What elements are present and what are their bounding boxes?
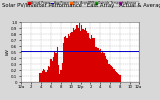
Bar <box>55 53 57 82</box>
Bar <box>47 70 48 82</box>
Bar <box>69 36 70 82</box>
Bar <box>80 31 81 82</box>
Bar <box>107 60 108 82</box>
Bar <box>90 39 91 82</box>
Bar <box>45 72 47 82</box>
Bar <box>73 28 74 82</box>
Bar <box>43 69 44 82</box>
Bar <box>89 38 90 82</box>
Bar <box>44 70 45 82</box>
Bar <box>96 47 97 82</box>
Bar <box>117 73 118 82</box>
Bar <box>101 53 102 82</box>
Bar <box>91 34 92 82</box>
Bar <box>48 66 49 82</box>
Bar <box>120 75 121 82</box>
Bar <box>70 32 71 82</box>
Bar <box>113 69 115 82</box>
Bar <box>86 31 87 82</box>
Bar <box>68 34 69 82</box>
Bar <box>81 25 82 82</box>
Bar <box>79 23 80 82</box>
Bar <box>65 36 66 82</box>
Y-axis label: kW: kW <box>6 49 10 55</box>
Bar <box>57 47 58 82</box>
Bar <box>108 64 110 82</box>
Bar <box>39 73 40 82</box>
Legend: Actual Power, Avg Power, Hrly Avg+RMS, Outside Temp, Irradiance: Actual Power, Avg Power, Hrly Avg+RMS, O… <box>27 1 138 6</box>
Bar <box>63 43 64 82</box>
Bar <box>118 74 120 82</box>
Bar <box>111 66 112 82</box>
Bar <box>105 56 106 82</box>
Bar <box>71 32 73 82</box>
Bar <box>42 71 43 82</box>
Text: Solar PV/Inverter Performance   East Array   Actual & Average Power Output: Solar PV/Inverter Performance East Array… <box>2 3 160 8</box>
Bar <box>53 57 54 82</box>
Bar <box>84 30 85 82</box>
Bar <box>49 67 50 82</box>
Bar <box>76 26 78 82</box>
Bar <box>100 49 101 82</box>
Bar <box>112 67 113 82</box>
Bar <box>87 33 89 82</box>
Bar <box>115 71 116 82</box>
Bar <box>103 53 105 82</box>
Bar <box>50 59 52 82</box>
Bar <box>61 63 63 82</box>
Bar <box>94 38 95 82</box>
Bar <box>74 30 75 82</box>
Bar <box>52 61 53 82</box>
Bar <box>66 38 68 82</box>
Bar <box>102 51 103 82</box>
Bar <box>40 73 42 82</box>
Bar <box>64 37 65 82</box>
Bar <box>92 38 94 82</box>
Bar <box>58 65 59 82</box>
Bar <box>60 70 61 82</box>
Bar <box>78 28 79 82</box>
Bar <box>99 50 100 82</box>
Bar <box>106 59 107 82</box>
Bar <box>97 48 99 82</box>
Bar <box>110 65 111 82</box>
Bar <box>59 74 60 82</box>
Bar <box>54 52 55 82</box>
Bar <box>75 29 76 82</box>
Bar <box>82 29 84 82</box>
Bar <box>95 47 96 82</box>
Bar <box>116 72 117 82</box>
Bar <box>85 28 86 82</box>
